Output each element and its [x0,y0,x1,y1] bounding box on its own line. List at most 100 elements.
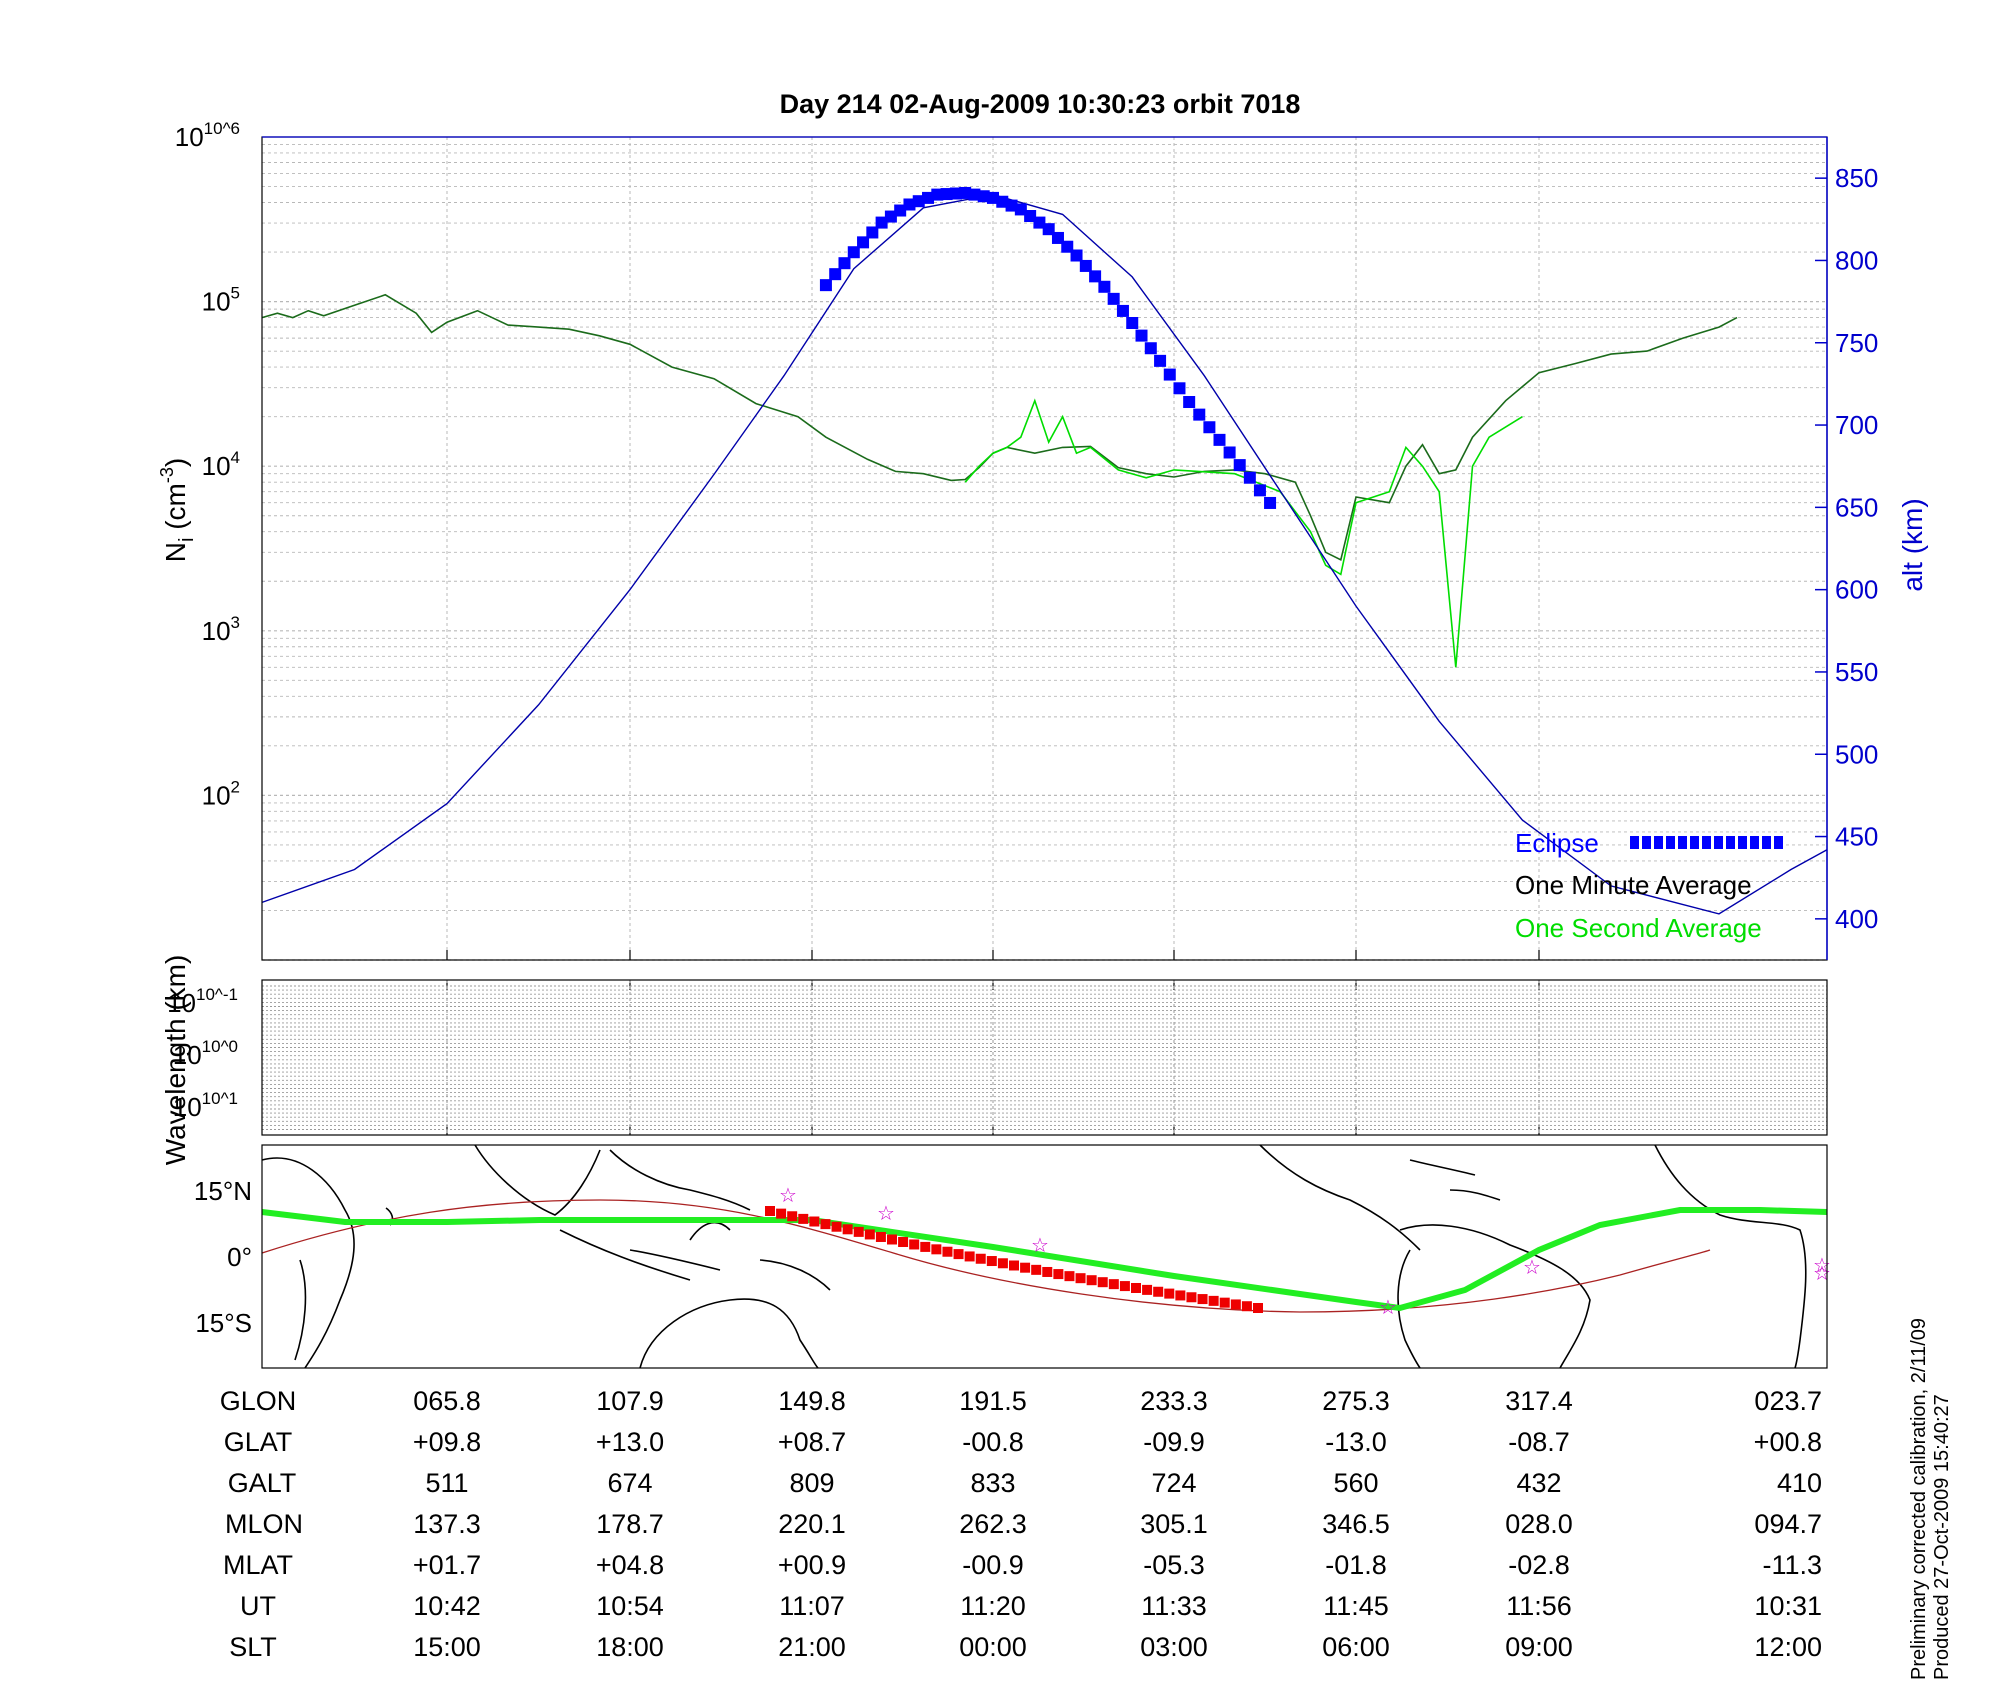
eclipse-marker [996,195,1009,208]
eclipse-marker [1051,231,1064,244]
y2-tick-label: 800 [1835,245,1878,275]
star-marker: ☆ [1031,1235,1049,1257]
table-cell: -00.9 [962,1550,1024,1580]
eclipse-track-marker [875,1231,886,1242]
eclipse-marker [1144,342,1157,355]
eclipse-track-marker [986,1256,997,1267]
eclipse-marker [1107,292,1120,305]
legend-eclipse-marker [1642,836,1651,849]
eclipse-marker [857,236,870,249]
eclipse-marker [968,188,981,201]
eclipse-track-marker [1031,1264,1042,1275]
eclipse-track-marker [864,1229,875,1240]
legend-eclipse-marker [1678,836,1687,849]
eclipse-marker [1173,382,1186,395]
legend-eclipse-marker [1630,836,1639,849]
eclipse-track-marker [1175,1290,1186,1301]
table-cell: +09.8 [413,1427,481,1457]
table-cell: 178.7 [596,1509,664,1539]
map-coastlines [261,1144,1807,1369]
eclipse-marker [1213,433,1226,446]
eclipse-track-marker [1131,1282,1141,1293]
y2-tick-label: 550 [1835,657,1878,687]
table-cell: 809 [789,1468,834,1498]
star-marker: ☆ [1523,1257,1541,1279]
wavelength-frame [261,979,1828,1136]
table-cell: -09.9 [1143,1427,1205,1457]
table-cell: 00:00 [959,1632,1027,1662]
table-cell: 511 [425,1468,468,1498]
eclipse-marker [1079,259,1092,272]
table-cell: 12:00 [1754,1632,1822,1662]
credits-calibration: Preliminary corrected calibration, 2/11/… [1908,1318,1930,1680]
eclipse-track-marker [776,1208,787,1219]
table-cell: -05.3 [1143,1550,1205,1580]
table-row-label: MLAT [223,1550,293,1580]
table-cell: 10:54 [596,1591,664,1621]
eclipse-track-marker [765,1206,775,1216]
density-y-ticks: 1010^6 [175,119,240,152]
table-row-label: GLAT [224,1427,293,1457]
table-cell: 560 [1333,1468,1378,1498]
eclipse-marker [1203,421,1216,434]
table-cell: 137.3 [413,1509,481,1539]
map-y-ticks: 15°N 0° 15°S [194,1176,252,1338]
eclipse-marker [1042,223,1055,236]
track-line [261,1207,1828,1312]
eclipse-track-marker [964,1251,975,1262]
eclipse-marker [1183,396,1196,409]
eclipse-track-marker [909,1239,920,1250]
eclipse-track-marker [1241,1301,1252,1312]
table-cell: +08.7 [778,1427,846,1457]
eclipse-marker [1193,408,1206,421]
table-cell: 275.3 [1322,1386,1390,1416]
series-altitude [261,193,1828,915]
table-cell: 107.9 [596,1386,664,1416]
table-cell: 11:33 [1141,1591,1207,1621]
density-grid [262,137,1827,961]
star-marker: ☆ [779,1185,797,1207]
eclipse-track-marker [1053,1269,1064,1280]
eclipse-marker [1089,270,1102,283]
table-row-label: GLON [220,1386,297,1416]
star-marker: ☆ [1379,1297,1397,1319]
map-tick-15s: 15°S [195,1308,252,1338]
table-cell: 674 [607,1468,652,1498]
table-cell: 833 [970,1468,1015,1498]
table-cell: 21:00 [778,1632,846,1662]
eclipse-marker [819,279,832,292]
eclipse-marker [838,257,851,270]
table-cell: 410 [1777,1468,1822,1498]
eclipse-marker [866,226,879,239]
table-cell: +00.9 [778,1550,846,1580]
table-row-label: UT [240,1591,276,1621]
coastline [1399,1224,1591,1369]
eclipse-marker [1070,249,1083,262]
eclipse-track-marker [920,1241,931,1252]
density-series [261,186,1828,915]
eclipse-marker [1098,280,1111,293]
table-cell: 233.3 [1140,1386,1208,1416]
coastline [759,1259,831,1291]
table-cell: 03:00 [1140,1632,1208,1662]
table-cell: 262.3 [959,1509,1027,1539]
legend-eclipse-marker [1714,836,1723,849]
table-cell: -08.7 [1508,1427,1570,1457]
y2-tick-label: 750 [1835,328,1878,358]
table-cell: 06:00 [1322,1632,1390,1662]
coastline [1654,1144,1807,1369]
legend-eclipse-marker [1690,836,1699,849]
eclipse-marker [912,195,925,208]
star-marker: ☆ [1813,1263,1831,1285]
y-tick-label: 1010^6 [175,119,240,152]
magnetic-equator-line [261,1199,1711,1313]
table-cell: 18:00 [596,1632,664,1662]
eclipse-marker [959,186,972,199]
table-cell: -02.8 [1508,1550,1570,1580]
table-cell: 09:00 [1505,1632,1573,1662]
eclipse-track-marker [1219,1297,1230,1308]
coastline [629,1249,721,1271]
eclipse-marker [1024,210,1037,223]
y-tick-exponent: 5 [231,284,240,303]
